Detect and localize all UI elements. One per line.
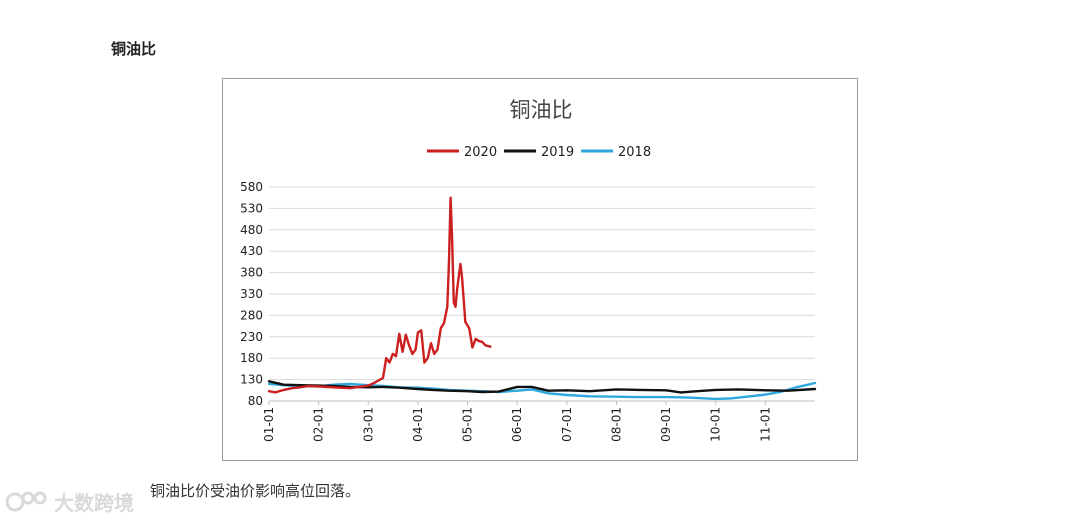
caption-text: 铜油比价受油价影响高位回落。 bbox=[150, 482, 361, 500]
x-tick-label: 06-01 bbox=[510, 407, 524, 442]
x-tick-label: 07-01 bbox=[560, 407, 574, 442]
chart-legend: 2020 2019 2018 bbox=[427, 145, 651, 160]
copper-oil-ratio-chart: 铜油比 2020 2019 2018 80 130 180 230 280 330 380 430… bbox=[240, 98, 817, 442]
chart-grid bbox=[269, 186, 815, 402]
x-tick-label: 10-01 bbox=[709, 407, 723, 442]
x-tick-label: 11-01 bbox=[758, 407, 772, 442]
x-tick-label: 08-01 bbox=[609, 407, 623, 442]
y-tick-label: 480 bbox=[240, 223, 263, 237]
x-tick-label: 01-01 bbox=[262, 407, 276, 442]
legend-label-2018: 2018 bbox=[618, 145, 651, 160]
y-tick-label: 580 bbox=[240, 180, 263, 194]
watermark-text: 大数跨境 bbox=[54, 491, 134, 515]
x-tick-label: 05-01 bbox=[461, 407, 475, 442]
x-tick-label: 02-01 bbox=[312, 407, 326, 442]
chart-frame: 铜油比 2020 2019 2018 80 130 180 230 280 330 380 430… bbox=[222, 78, 858, 461]
y-tick-label: 80 bbox=[248, 394, 263, 408]
y-tick-label: 130 bbox=[240, 373, 263, 387]
watermark-logo-icon bbox=[6, 491, 47, 511]
y-tick-label: 430 bbox=[240, 244, 263, 258]
series-line-2019 bbox=[267, 380, 817, 394]
watermark: 大数跨境 bbox=[6, 487, 134, 516]
x-tick-label: 09-01 bbox=[659, 407, 673, 442]
y-tick-label: 280 bbox=[240, 308, 263, 322]
y-tick-label: 380 bbox=[240, 266, 263, 280]
legend-label-2020: 2020 bbox=[464, 145, 497, 160]
x-tick-label: 04-01 bbox=[411, 407, 425, 442]
x-tick-label: 03-01 bbox=[361, 407, 375, 442]
y-tick-label: 180 bbox=[240, 351, 263, 365]
y-tick-label: 530 bbox=[240, 201, 263, 215]
y-tick-label: 230 bbox=[240, 330, 263, 344]
y-tick-label: 330 bbox=[240, 287, 263, 301]
series-line-2020 bbox=[267, 196, 492, 394]
series-lines bbox=[267, 196, 817, 401]
chart-title: 铜油比 bbox=[510, 98, 573, 122]
series-line-2018 bbox=[267, 381, 817, 401]
x-axis: 01-01 02-01 03-01 04-01 05-01 06-01 07-01 08-01… bbox=[262, 400, 815, 442]
y-axis: 80 130 180 230 280 330 380 430 480 530 580 bbox=[240, 180, 263, 408]
legend-label-2019: 2019 bbox=[541, 145, 574, 160]
section-heading: 铜油比 bbox=[111, 40, 157, 58]
